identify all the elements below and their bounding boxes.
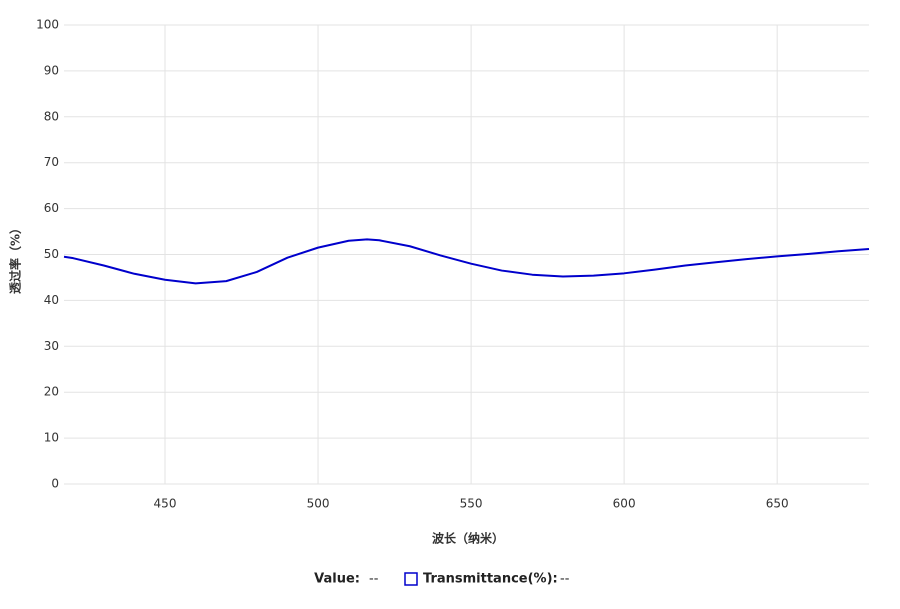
x-tick-label: 450 — [154, 497, 177, 511]
y-axis-label: 透过率（%） — [8, 222, 23, 294]
y-tick-label: 0 — [51, 477, 59, 491]
y-tick-label: 80 — [44, 109, 59, 123]
y-tick-label: 30 — [44, 339, 59, 353]
x-tick-label: 500 — [307, 497, 330, 511]
legend-label[interactable]: Transmittance(%): — [423, 572, 558, 587]
y-tick-label: 40 — [44, 293, 59, 307]
y-tick-label: 90 — [44, 63, 59, 77]
value-readout: -- — [369, 572, 379, 587]
x-tick-label: 600 — [613, 497, 636, 511]
x-tick-label: 650 — [766, 497, 789, 511]
y-tick-label: 70 — [44, 155, 59, 169]
y-tick-label: 20 — [44, 385, 59, 399]
y-tick-label: 50 — [44, 247, 59, 261]
y-tick-label: 60 — [44, 201, 59, 215]
legend-readout: -- — [560, 572, 570, 587]
value-label: Value: — [314, 572, 360, 587]
y-tick-label: 100 — [36, 18, 59, 32]
x-axis-label: 波长（纳米） — [432, 531, 504, 546]
y-tick-label: 10 — [44, 431, 59, 445]
x-tick-label: 550 — [460, 497, 483, 511]
legend-swatch[interactable] — [404, 572, 418, 586]
data-line — [63, 238, 870, 285]
